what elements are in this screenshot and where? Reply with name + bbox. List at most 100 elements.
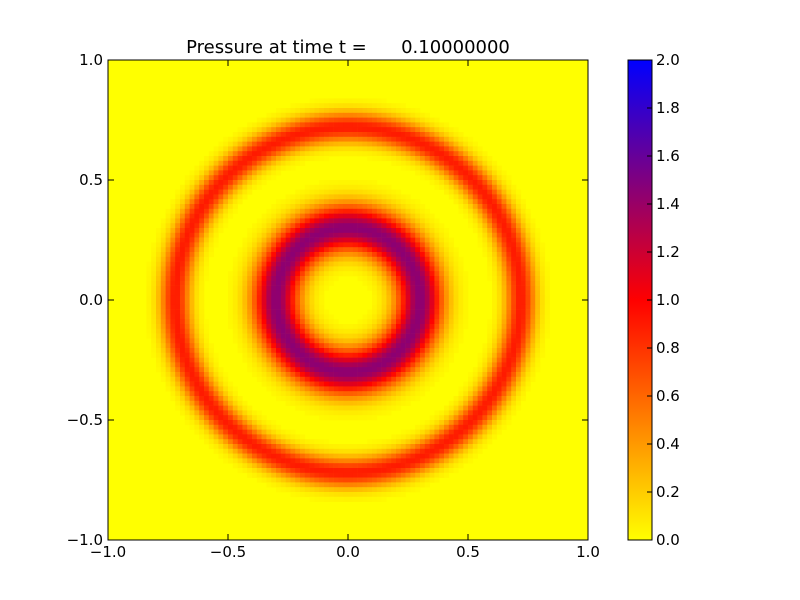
heatmap-cell — [482, 180, 488, 186]
heatmap-cell — [314, 252, 320, 258]
heatmap-cell — [511, 376, 517, 382]
heatmap-cell — [357, 381, 363, 387]
heatmap-cell — [165, 362, 171, 368]
heatmap-cell — [276, 463, 282, 469]
heatmap-cell — [477, 444, 483, 450]
y-tick-label: 1.0 — [79, 51, 103, 69]
heatmap-cell — [228, 204, 234, 210]
heatmap-cell — [314, 343, 320, 349]
heatmap-cell — [290, 165, 296, 171]
heatmap-cell — [199, 376, 205, 382]
heatmap-cell — [314, 496, 320, 502]
heatmap-cell — [261, 136, 267, 142]
heatmap-cell — [170, 237, 176, 243]
heatmap-cell — [463, 410, 469, 416]
heatmap-cell — [324, 324, 330, 330]
heatmap-cell — [492, 314, 498, 320]
heatmap-cell — [453, 156, 459, 162]
heatmap-cell — [424, 338, 430, 344]
heatmap-cell — [285, 290, 291, 296]
heatmap-cell — [170, 204, 176, 210]
heatmap-cell — [213, 151, 219, 157]
heatmap-cell — [376, 280, 382, 286]
heatmap-cell — [300, 151, 306, 157]
heatmap-cell — [511, 391, 517, 397]
heatmap-cell — [247, 156, 253, 162]
heatmap-cell — [400, 280, 406, 286]
heatmap-cell — [218, 444, 224, 450]
heatmap-cell — [477, 184, 483, 190]
heatmap-cell — [348, 386, 354, 392]
heatmap-cell — [256, 357, 262, 363]
heatmap-cell — [535, 266, 541, 272]
heatmap-cell — [343, 237, 349, 243]
heatmap-cell — [424, 132, 430, 138]
heatmap-cell — [189, 261, 195, 267]
heatmap-cell — [247, 175, 253, 181]
heatmap-cell — [271, 328, 277, 334]
heatmap-cell — [333, 472, 339, 478]
heatmap-cell — [372, 98, 378, 104]
heatmap-cell — [247, 362, 253, 368]
heatmap-cell — [501, 285, 507, 291]
heatmap-cell — [501, 348, 507, 354]
heatmap-cell — [357, 242, 363, 248]
heatmap-cell — [501, 170, 507, 176]
heatmap-cell — [367, 463, 373, 469]
heatmap-cell — [256, 458, 262, 464]
heatmap-cell — [410, 156, 416, 162]
heatmap-cell — [367, 376, 373, 382]
heatmap-cell — [247, 285, 253, 291]
heatmap-cell — [501, 309, 507, 315]
heatmap-cell — [266, 319, 272, 325]
heatmap-cell — [376, 492, 382, 498]
heatmap-cell — [420, 208, 426, 214]
heatmap-cell — [352, 400, 358, 406]
heatmap-cell — [223, 170, 229, 176]
heatmap-cell — [328, 338, 334, 344]
heatmap-cell — [424, 458, 430, 464]
heatmap-cell — [386, 117, 392, 123]
heatmap-cell — [184, 247, 190, 253]
heatmap-cell — [175, 276, 181, 282]
heatmap-cell — [343, 127, 349, 133]
heatmap-cell — [314, 367, 320, 373]
heatmap-cell — [328, 280, 334, 286]
heatmap-cell — [165, 256, 171, 262]
heatmap-cell — [252, 170, 258, 176]
heatmap-cell — [170, 309, 176, 315]
heatmap-cell — [496, 367, 502, 373]
heatmap-cell — [391, 352, 397, 358]
heatmap-cell — [319, 295, 325, 301]
x-tick-label: 0.0 — [336, 543, 360, 561]
heatmap-cell — [324, 280, 330, 286]
heatmap-cell — [208, 208, 214, 214]
heatmap-cell — [237, 295, 243, 301]
heatmap-cell — [237, 256, 243, 262]
heatmap-cell — [237, 396, 243, 402]
heatmap-cell — [309, 218, 315, 224]
heatmap-cell — [424, 424, 430, 430]
heatmap-cell — [525, 352, 531, 358]
heatmap-cell — [415, 165, 421, 171]
heatmap-cell — [175, 391, 181, 397]
heatmap-cell — [410, 242, 416, 248]
heatmap-cell — [333, 199, 339, 205]
heatmap-cell — [492, 343, 498, 349]
heatmap-cell — [156, 314, 162, 320]
heatmap-cell — [204, 237, 210, 243]
heatmap-cell — [228, 300, 234, 306]
heatmap-cell — [304, 295, 310, 301]
heatmap-cell — [386, 400, 392, 406]
heatmap-cell — [444, 319, 450, 325]
heatmap-cell — [324, 367, 330, 373]
heatmap-cell — [535, 300, 541, 306]
heatmap-cell — [448, 434, 454, 440]
heatmap-cell — [496, 276, 502, 282]
heatmap-cell — [463, 309, 469, 315]
heatmap-cell — [165, 314, 171, 320]
heatmap-cell — [300, 338, 306, 344]
heatmap-cell — [492, 357, 498, 363]
heatmap-cell — [444, 285, 450, 291]
x-axis: −1.0 −0.5 0.0 0.5 1.0 — [90, 60, 600, 561]
